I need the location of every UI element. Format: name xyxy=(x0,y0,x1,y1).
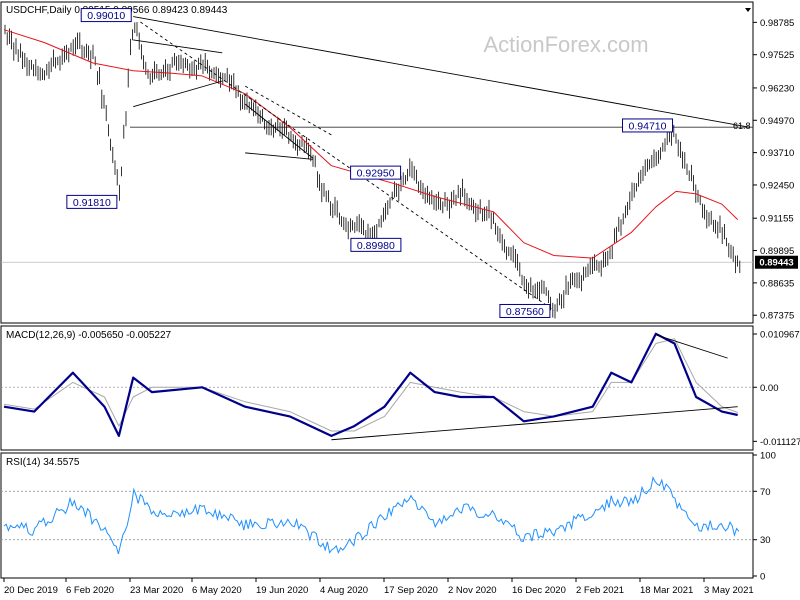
annotation-box-0.99010 xyxy=(80,8,132,23)
x-tick-label: 19 Jun 2020 xyxy=(256,585,308,596)
price-trendline-6 xyxy=(140,21,555,311)
rsi-y-tick-label: 70 xyxy=(760,487,771,498)
price-y-tick-label: 0.93710 xyxy=(760,148,794,159)
price-lines xyxy=(3,29,739,259)
price-trendline-2 xyxy=(133,39,223,54)
macd-y-tick-label: 0.00 xyxy=(760,383,779,394)
macd-lines xyxy=(3,332,738,437)
macd-panel xyxy=(0,325,754,451)
price-y-tick-label: 0.94970 xyxy=(760,116,794,127)
price-y-tick-label: 0.97525 xyxy=(760,50,794,61)
rsi-legend: RSI(14) 34.5575 xyxy=(6,457,80,468)
rsi-y-axis: 100 70 30 0 xyxy=(753,451,776,583)
macd-legend: MACD(12,26,9) -0.005650 -0.005227 xyxy=(6,330,172,341)
macd-y-axis: 0.010967 0.00 -0.011127 xyxy=(753,329,800,448)
price-trendline-5 xyxy=(245,152,313,160)
macd-y-tick-label: 0.010967 xyxy=(760,329,800,340)
annotation-label-0.94710: 0.94710 xyxy=(629,120,667,132)
fib-label: 61.8 xyxy=(733,121,751,131)
annotation-label-0.89980: 0.89980 xyxy=(357,240,395,252)
x-tick-label: 16 Dec 2020 xyxy=(512,585,566,596)
last-price-badge xyxy=(755,255,798,269)
annotation-label-0.92950: 0.92950 xyxy=(357,168,395,180)
annotation-label-0.87560: 0.87560 xyxy=(506,306,544,318)
x-tick-label: 23 Mar 2020 xyxy=(130,585,183,596)
price-y-tick-label: 0.96230 xyxy=(760,83,794,94)
x-tick-label: 17 Sep 2020 xyxy=(384,585,438,596)
price-trendline-3 xyxy=(133,80,223,108)
annotation-box-0.94710 xyxy=(622,118,674,133)
x-axis: 20 Dec 2019 6 Feb 2020 23 Mar 2020 6 May 20… xyxy=(3,578,754,596)
annotation-label-0.99010: 0.99010 xyxy=(87,10,125,22)
rsi-y-tick-label: 100 xyxy=(760,451,776,462)
price-bars xyxy=(4,22,741,319)
x-tick-label: 20 Dec 2019 xyxy=(4,585,58,596)
moving-average-line xyxy=(3,29,739,259)
macd-line xyxy=(3,332,738,437)
macd-trendlines xyxy=(331,334,738,441)
price-trendline-7 xyxy=(244,85,332,136)
macd-y-tick-label: -0.011127 xyxy=(760,437,800,448)
price-y-tick-label: 0.92450 xyxy=(760,180,794,191)
panel-menu-icon[interactable] xyxy=(745,8,751,12)
price-trendline-4 xyxy=(244,103,313,159)
rsi-lines xyxy=(3,476,740,555)
rsi-panel xyxy=(0,452,754,579)
watermark: ActionForex.com xyxy=(483,32,648,57)
price-trendline-1 xyxy=(133,16,750,128)
x-tick-label: 2 Nov 2020 xyxy=(448,585,497,596)
annotation-box-0.87560 xyxy=(499,303,551,318)
rsi-guides xyxy=(1,490,753,541)
price-y-tick-label: 0.87375 xyxy=(760,311,794,322)
annotation-box-0.92950 xyxy=(350,165,402,180)
annotation-label-0.91810: 0.91810 xyxy=(73,197,111,209)
x-tick-label: 4 Aug 2020 xyxy=(320,585,368,596)
price-y-tick-label: 0.89895 xyxy=(760,246,794,257)
annotation-box-0.91810 xyxy=(66,194,118,209)
macd-trendline-2 xyxy=(655,334,728,359)
annotation-box-0.89980 xyxy=(350,237,402,252)
x-tick-label: 3 May 2021 xyxy=(704,585,754,596)
price-y-tick-label: 0.91155 xyxy=(760,214,794,225)
price-y-axis: 0.98785 0.97525 0.96230 0.94970 0.93710 0.924… xyxy=(753,18,798,322)
price-trendlines xyxy=(133,16,750,311)
x-tick-label: 6 May 2020 xyxy=(192,585,242,596)
rsi-y-tick-label: 30 xyxy=(760,535,771,546)
rsi-line xyxy=(3,476,740,555)
price-y-tick-label: 0.98785 xyxy=(760,18,794,29)
macd-trendline-1 xyxy=(331,406,738,441)
x-tick-label: 18 Mar 2021 xyxy=(640,585,693,596)
rsi-y-tick-label: 0 xyxy=(760,572,765,583)
last-price-label: 0.89443 xyxy=(759,258,793,269)
price-panel xyxy=(0,1,754,324)
price-y-tick-label: 0.88635 xyxy=(760,278,794,289)
price-annotations: 0.99010 0.91810 0.92950 0.89980 0.87560 0.947… xyxy=(66,8,674,318)
x-tick-label: 2 Feb 2021 xyxy=(576,585,624,596)
x-tick-label: 6 Feb 2020 xyxy=(66,585,114,596)
